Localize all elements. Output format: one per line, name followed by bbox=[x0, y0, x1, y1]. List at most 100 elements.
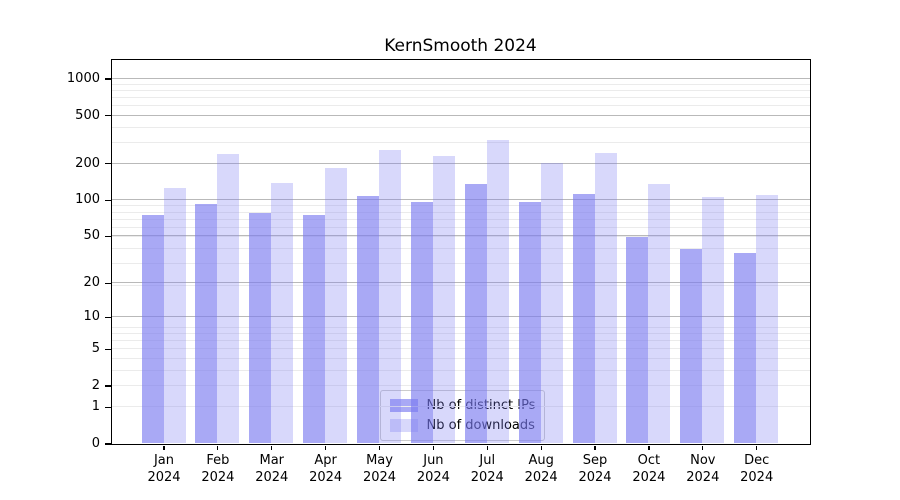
y-tick-mark bbox=[104, 199, 111, 201]
minor-gridline bbox=[111, 236, 810, 238]
major-gridline bbox=[111, 316, 810, 318]
y-tick-label: 100 bbox=[75, 192, 100, 208]
bar-distinct-ips bbox=[680, 248, 703, 444]
y-tick-mark bbox=[104, 443, 111, 445]
bar-distinct-ips bbox=[357, 196, 380, 444]
y-tick-mark bbox=[104, 406, 111, 408]
x-tick-label: Mar 2024 bbox=[255, 453, 289, 485]
minor-gridline bbox=[111, 141, 810, 143]
y-tick-mark bbox=[104, 78, 111, 80]
y-tick-mark bbox=[104, 163, 111, 165]
x-tick-mark bbox=[594, 445, 596, 450]
y-tick-label: 500 bbox=[75, 107, 100, 123]
bar-distinct-ips bbox=[464, 184, 487, 444]
x-tick-mark bbox=[378, 445, 381, 450]
minor-gridline bbox=[111, 226, 810, 228]
legend-swatch-distinct-ips bbox=[389, 398, 418, 412]
bar-downloads bbox=[648, 183, 671, 444]
x-tick-label: Jul 2024 bbox=[470, 453, 504, 485]
bar-downloads bbox=[486, 140, 509, 444]
minor-gridline bbox=[111, 248, 810, 250]
x-tick-mark bbox=[702, 445, 704, 450]
minor-gridline bbox=[111, 105, 810, 107]
legend: Nb of distinct IPs Nb of downloads bbox=[379, 389, 546, 441]
minor-gridline bbox=[111, 340, 810, 342]
chart-title: KernSmooth 2024 bbox=[384, 36, 537, 56]
bar-downloads bbox=[540, 163, 563, 444]
bar-distinct-ips bbox=[410, 201, 433, 444]
y-tick-label: 0 bbox=[91, 436, 100, 451]
bar-downloads bbox=[379, 150, 402, 444]
y-tick-mark bbox=[104, 235, 111, 237]
bar-distinct-ips bbox=[141, 214, 164, 444]
y-tick-label: 10 bbox=[83, 309, 100, 325]
x-tick-label: Dec 2024 bbox=[740, 453, 774, 485]
x-tick-label: Sep 2024 bbox=[578, 453, 612, 485]
x-tick-label: Aug 2024 bbox=[524, 453, 558, 485]
x-tick-mark bbox=[432, 445, 434, 450]
major-gridline bbox=[111, 282, 810, 284]
minor-gridline bbox=[111, 89, 810, 91]
y-tick-label: 2 bbox=[91, 377, 100, 393]
y-tick-mark bbox=[104, 385, 111, 387]
x-tick-label: May 2024 bbox=[362, 453, 397, 485]
y-tick-label: 1000 bbox=[66, 71, 100, 87]
bar-downloads bbox=[432, 156, 455, 444]
minor-gridline bbox=[111, 348, 810, 350]
bar-distinct-ips bbox=[249, 213, 272, 444]
y-tick-mark bbox=[104, 115, 111, 117]
x-tick-mark bbox=[648, 445, 650, 450]
minor-gridline bbox=[111, 263, 810, 265]
major-gridline bbox=[111, 235, 810, 237]
bar-distinct-ips bbox=[572, 193, 595, 444]
x-tick-label: Jan 2024 bbox=[147, 453, 181, 485]
bar-downloads bbox=[756, 194, 779, 444]
x-tick-mark bbox=[163, 445, 165, 450]
major-gridline bbox=[111, 199, 810, 201]
minor-gridline bbox=[111, 406, 810, 408]
y-tick-label: 5 bbox=[91, 341, 100, 357]
minor-gridline bbox=[111, 326, 810, 328]
x-tick-mark bbox=[271, 445, 273, 450]
bar-downloads bbox=[217, 153, 240, 444]
bar-distinct-ips bbox=[195, 203, 218, 444]
minor-gridline bbox=[111, 284, 810, 286]
minor-gridline bbox=[111, 126, 810, 128]
x-tick-label: Oct 2024 bbox=[632, 453, 666, 485]
bar-downloads bbox=[163, 188, 186, 444]
x-tick-mark bbox=[325, 445, 327, 450]
minor-gridline bbox=[111, 357, 810, 359]
major-gridline bbox=[111, 162, 810, 164]
x-tick-mark bbox=[756, 445, 758, 450]
x-tick-label: Jun 2024 bbox=[416, 453, 450, 485]
minor-gridline bbox=[111, 333, 810, 335]
y-tick-label: 50 bbox=[83, 228, 100, 244]
x-tick-label: Apr 2024 bbox=[309, 453, 343, 485]
minor-gridline bbox=[111, 211, 810, 213]
major-gridline bbox=[111, 78, 810, 80]
bar-downloads bbox=[594, 152, 617, 444]
y-tick-label: 1 bbox=[91, 399, 100, 415]
x-tick-label: Feb 2024 bbox=[201, 453, 235, 485]
minor-gridline bbox=[111, 83, 810, 85]
bar-distinct-ips bbox=[303, 214, 326, 444]
bar-distinct-ips bbox=[518, 202, 541, 444]
x-tick-mark bbox=[540, 445, 542, 450]
y-tick-label: 200 bbox=[75, 155, 100, 171]
bar-downloads bbox=[702, 197, 725, 444]
x-tick-mark bbox=[486, 445, 488, 450]
minor-gridline bbox=[111, 218, 810, 220]
major-gridline bbox=[111, 114, 810, 116]
y-tick-mark bbox=[104, 316, 111, 318]
bar-distinct-ips bbox=[734, 252, 757, 444]
y-tick-mark bbox=[104, 348, 111, 350]
y-tick-mark bbox=[104, 282, 111, 284]
plot-area: Nb of distinct IPs Nb of downloads bbox=[110, 58, 811, 445]
x-tick-label: Nov 2024 bbox=[686, 453, 720, 485]
legend-swatch-downloads bbox=[389, 418, 418, 432]
x-tick-mark bbox=[217, 445, 219, 450]
minor-gridline bbox=[111, 384, 810, 386]
y-tick-label: 20 bbox=[83, 275, 100, 291]
bar-downloads bbox=[271, 182, 294, 444]
